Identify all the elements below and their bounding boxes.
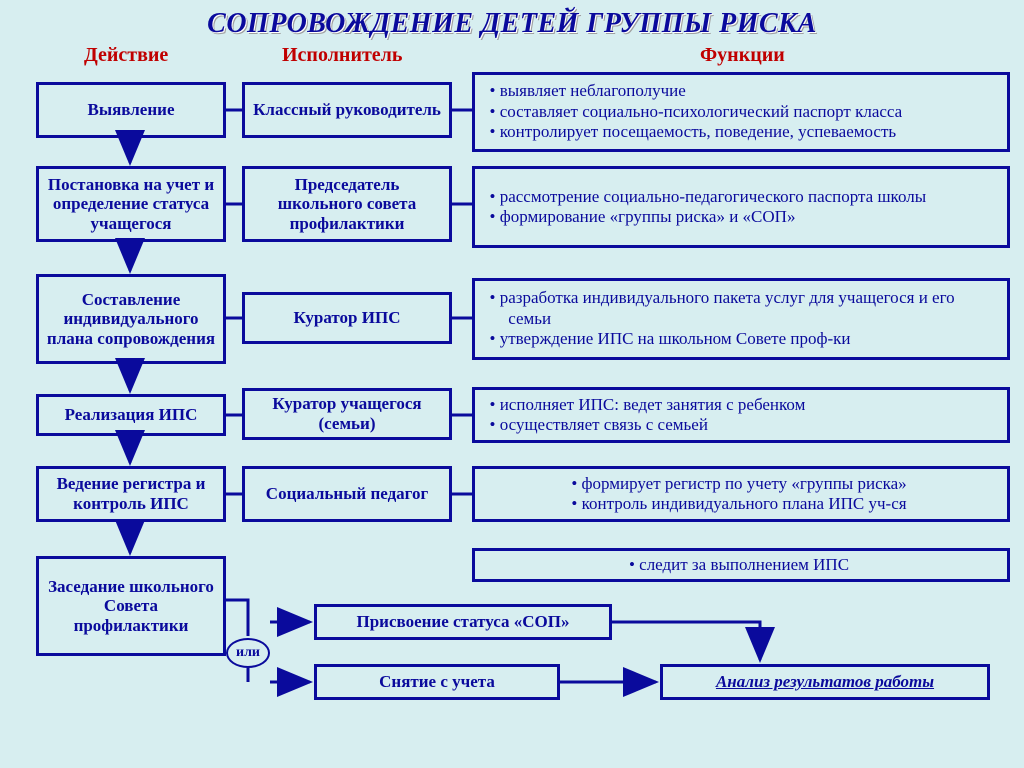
executor-box-4: Социальный педагог bbox=[242, 466, 452, 522]
action-box-2: Составление индивидуального плана сопров… bbox=[36, 274, 226, 364]
functions-box-4: формирует регистр по учету «группы риска… bbox=[472, 466, 1010, 522]
executor-box-1: Председатель школьного совета профилакти… bbox=[242, 166, 452, 242]
action-box-1: Постановка на учет и определение статуса… bbox=[36, 166, 226, 242]
action-box-0: Выявление bbox=[36, 82, 226, 138]
page-title: СОПРОВОЖДЕНИЕ ДЕТЕЙ ГРУППЫ РИСКА bbox=[0, 8, 1024, 40]
executor-box-0: Классный руководитель bbox=[242, 82, 452, 138]
functions-box-0: выявляет неблагополучиесоставляет социал… bbox=[472, 72, 1010, 152]
executor-box-2: Куратор ИПС bbox=[242, 292, 452, 344]
status-sop-box: Присвоение статуса «СОП» bbox=[314, 604, 612, 640]
removal-box: Снятие с учета bbox=[314, 664, 560, 700]
header-action: Действие bbox=[84, 44, 168, 67]
functions-box-2: разработка индивидуального пакета услуг … bbox=[472, 278, 1010, 360]
header-executor: Исполнитель bbox=[282, 44, 402, 67]
action-box-3: Реализация ИПС bbox=[36, 394, 226, 436]
action-box-5: Заседание школьного Совета профилактики bbox=[36, 556, 226, 656]
analysis-box: Анализ результатов работы bbox=[660, 664, 990, 700]
functions-box-1: рассмотрение социально-педагогического п… bbox=[472, 166, 1010, 248]
action-box-4: Ведение регистра и контроль ИПС bbox=[36, 466, 226, 522]
functions-box-5: следит за выполнением ИПС bbox=[472, 548, 1010, 582]
or-label: или bbox=[226, 638, 270, 668]
functions-box-3: исполняет ИПС: ведет занятия с ребенкомо… bbox=[472, 387, 1010, 443]
header-functions: Функции bbox=[700, 44, 785, 67]
executor-box-3: Куратор учащегося (семьи) bbox=[242, 388, 452, 440]
